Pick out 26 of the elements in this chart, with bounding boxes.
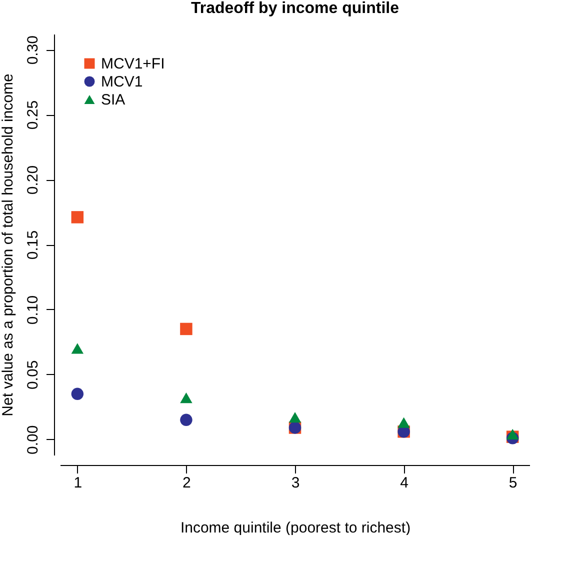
point — [180, 392, 192, 404]
legend-label: MCV1 — [101, 74, 143, 90]
point — [398, 417, 410, 428]
x-tick-label: 5 — [508, 474, 518, 492]
legend-label: MCV1+FI — [101, 56, 165, 72]
chart-title: Tradeoff by income quintile — [190, 0, 400, 17]
y-tick-label: 0.10 — [24, 295, 42, 325]
x-tick-label: 4 — [400, 474, 408, 492]
y-tick-label: 0.25 — [24, 100, 42, 130]
point — [288, 412, 302, 423]
point — [180, 414, 192, 426]
y-tick-label: 0.15 — [24, 230, 42, 260]
x-tick-label: 1 — [74, 474, 82, 492]
y-axis-title: Net value as a proportion of total household income — [0, 74, 16, 416]
point — [71, 211, 84, 224]
point — [506, 428, 519, 440]
legend-label: SIA — [101, 92, 126, 108]
point — [71, 388, 84, 400]
x-tick-label: 2 — [182, 474, 191, 492]
y-tick-label: 0.30 — [24, 35, 42, 65]
y-tick-label: 0.00 — [24, 425, 42, 455]
point — [180, 322, 192, 336]
point — [71, 343, 84, 354]
x-tick-label: 3 — [291, 474, 300, 492]
y-tick-label: 0.05 — [24, 360, 42, 390]
y-tick-label: 0.20 — [24, 165, 42, 195]
